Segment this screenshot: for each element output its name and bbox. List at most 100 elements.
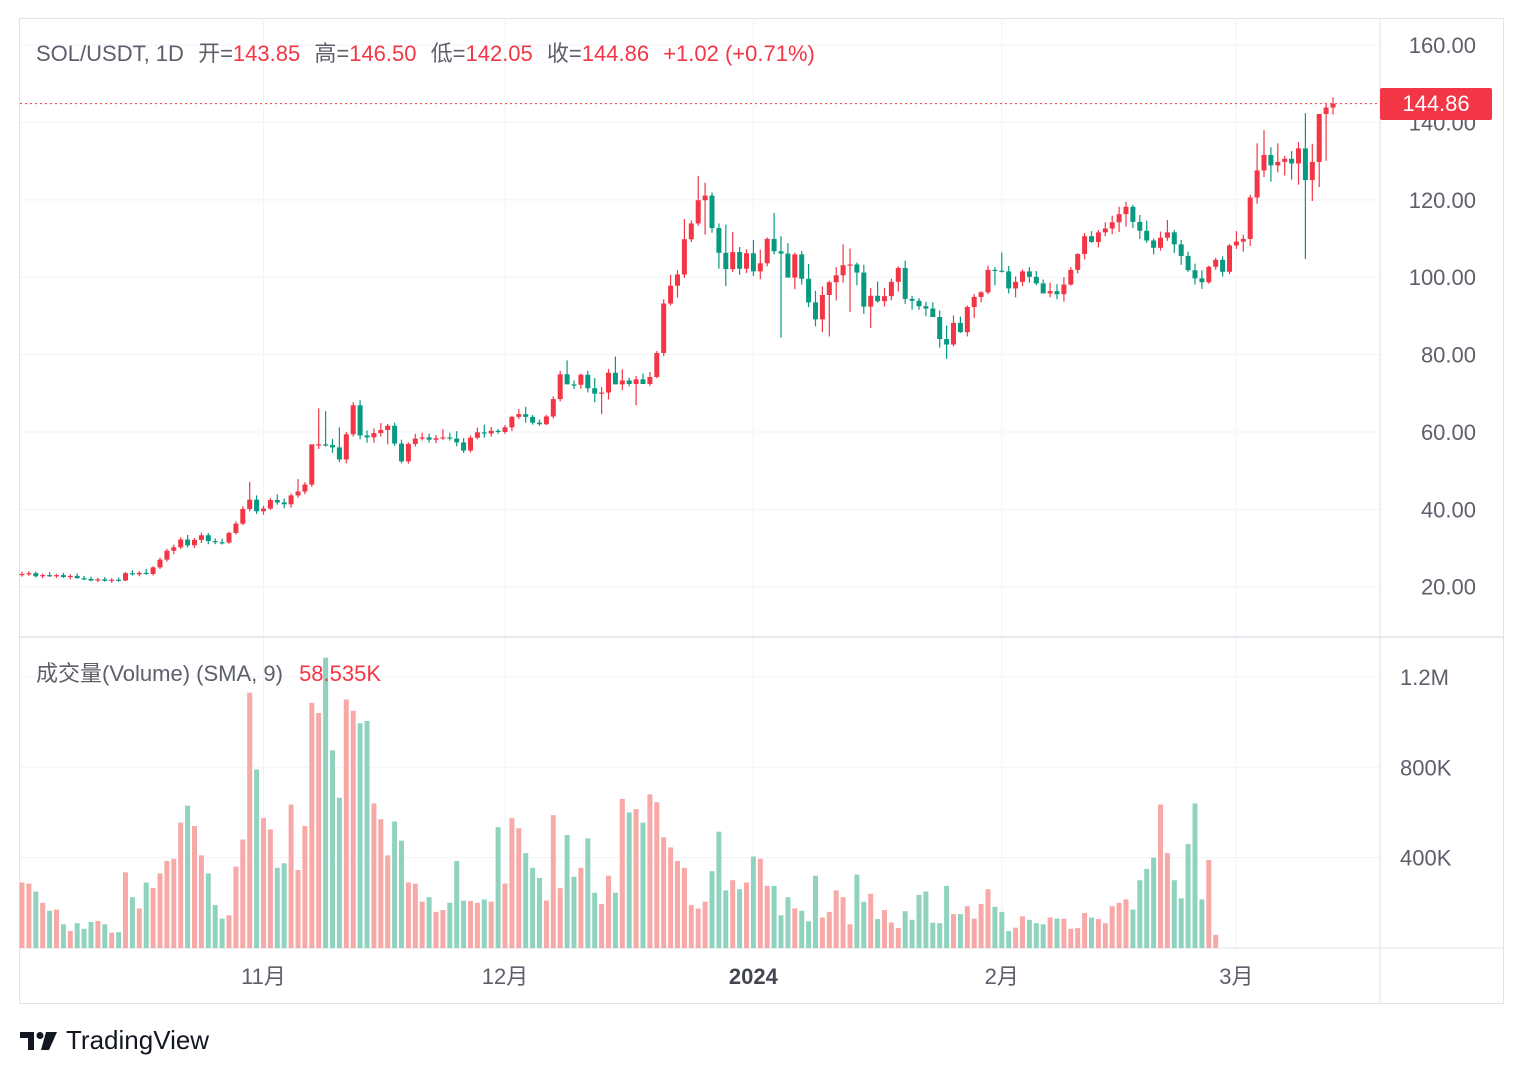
candle-body: [350, 405, 356, 435]
candle-body: [543, 416, 549, 425]
high-value: 146.50: [349, 41, 417, 66]
candle-body: [150, 567, 156, 574]
candle-body: [557, 374, 563, 400]
volume-bar: [295, 870, 301, 948]
candle-body: [447, 437, 453, 439]
volume-bar: [474, 902, 480, 948]
volume-bar: [1026, 919, 1032, 948]
volume-bar: [599, 903, 605, 948]
candle-body: [819, 295, 825, 320]
candle-body: [1089, 236, 1094, 243]
volume-bar: [606, 875, 611, 948]
volume-bar: [992, 906, 998, 948]
candle-body: [1033, 276, 1039, 284]
candle-body: [178, 539, 184, 548]
volume-bar: [302, 826, 308, 948]
candle-body: [1061, 284, 1067, 295]
candle-body: [461, 442, 467, 451]
volume-sma-value: 58.535K: [299, 661, 382, 686]
candle-body: [267, 500, 273, 509]
volume-bar: [1082, 912, 1088, 948]
volume-bar: [1061, 918, 1067, 948]
candle-body: [1330, 103, 1336, 108]
candle-body: [730, 252, 736, 270]
volume-bar: [1171, 880, 1177, 948]
candlestick-series: [19, 97, 1336, 583]
volume-bar: [288, 804, 294, 948]
volume-bar: [1102, 923, 1108, 948]
volume-bar: [668, 847, 674, 948]
volume-bar: [157, 873, 163, 948]
volume-bar: [840, 897, 846, 948]
candle-body: [571, 384, 577, 386]
volume-axis: 400K 800K 1.2M: [1400, 665, 1452, 871]
volume-legend: 成交量(Volume) (SMA, 9) 58.535K: [36, 656, 381, 688]
candle-body: [192, 539, 197, 546]
candle-body: [1206, 266, 1212, 283]
candle-body: [1026, 271, 1032, 277]
volume-bar: [592, 892, 598, 948]
volume-bar: [468, 901, 473, 948]
candle-body: [102, 579, 108, 581]
candle-body: [951, 322, 956, 345]
candle-body: [1289, 158, 1295, 164]
candle-body: [792, 254, 798, 278]
candle-body: [364, 435, 370, 438]
volume-bar: [47, 910, 53, 948]
candle-body: [81, 578, 87, 580]
brand-name: TradingView: [66, 1025, 210, 1055]
candle-body: [937, 317, 943, 340]
candle-body: [868, 295, 874, 307]
volume-bar: [1020, 916, 1025, 948]
candle-body: [633, 379, 639, 384]
candle-body: [164, 550, 170, 560]
candle-body: [964, 306, 970, 333]
volume-bar: [26, 883, 32, 948]
volume-tick-label: 1.2M: [1400, 665, 1449, 690]
volume-bar: [737, 889, 743, 948]
volume-bar: [985, 889, 991, 948]
volume-bar: [60, 924, 66, 948]
volume-bar: [447, 902, 453, 948]
chart-frame[interactable]: [19, 18, 1504, 1004]
candle-body: [709, 195, 715, 229]
candle-body: [88, 578, 94, 581]
candle-body: [785, 253, 791, 278]
candle-body: [309, 444, 315, 485]
volume-bar: [661, 837, 667, 948]
volume-bar: [254, 769, 260, 948]
candle-body: [916, 300, 922, 307]
volume-bar: [757, 858, 763, 948]
volume-bar: [178, 822, 184, 948]
candle-body: [840, 265, 846, 276]
candle-body: [592, 388, 598, 394]
candle-body: [54, 575, 59, 577]
volume-bar: [523, 853, 529, 948]
candle-body: [109, 579, 115, 581]
volume-bar: [964, 906, 970, 948]
candle-body: [116, 579, 122, 581]
volume-bar: [875, 919, 881, 948]
candle-body: [392, 425, 398, 444]
candle-body: [281, 502, 287, 505]
volume-bar: [95, 920, 101, 948]
volume-bar: [392, 821, 398, 948]
volume-bar: [923, 891, 929, 948]
volume-bar: [1123, 899, 1129, 948]
volume-bar: [461, 900, 467, 948]
candle-body: [426, 437, 432, 440]
candle-body: [654, 353, 660, 378]
volume-bar: [785, 897, 791, 948]
tradingview-brand[interactable]: TradingView: [20, 1025, 209, 1056]
volume-bar: [123, 872, 128, 948]
candle-body: [668, 285, 674, 304]
candle-body: [212, 541, 218, 543]
volume-bar: [40, 902, 46, 948]
low-label: 低=: [430, 41, 466, 66]
candle-body: [95, 579, 101, 581]
candle-body: [1185, 255, 1191, 271]
volume-bar: [357, 723, 363, 948]
candle-body: [1006, 271, 1012, 289]
volume-bar: [833, 890, 839, 948]
